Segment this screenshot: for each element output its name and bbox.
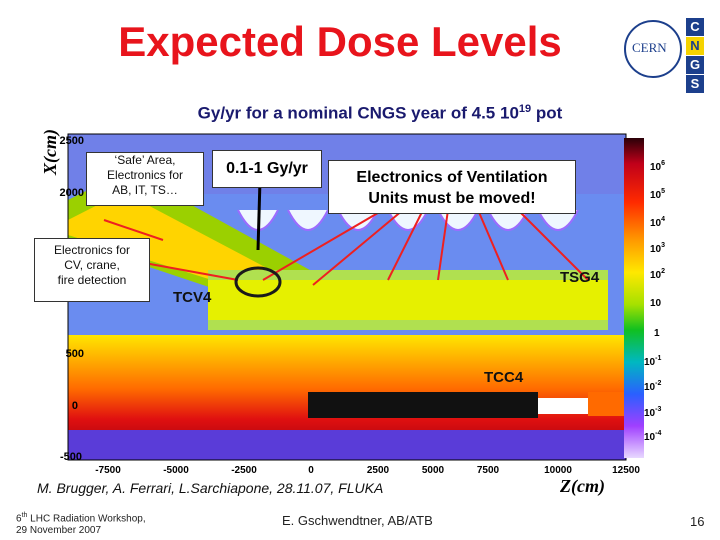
- callout-line: CV, crane,: [64, 258, 120, 272]
- colorbar-label: 10-3: [644, 406, 661, 419]
- callout-safe-area: ‘Safe’ Area, Electronics for AB, IT, TS…: [86, 152, 204, 206]
- workshop-name: LHC Radiation Workshop,: [27, 513, 146, 525]
- callout-line: Electronics for: [53, 243, 131, 257]
- workshop-line-2: 29 November 2007: [16, 525, 102, 537]
- callout-line: Units must be moved!: [368, 190, 536, 207]
- logo-letter-s: S: [686, 75, 704, 93]
- x-tick: -5000: [163, 465, 189, 476]
- y-tick: 0: [72, 400, 78, 412]
- colorbar-label: 106: [650, 160, 665, 173]
- callout-line: ‘Safe’ Area,: [114, 153, 176, 167]
- x-tick: -7500: [95, 465, 121, 476]
- colorbar-label: 105: [650, 188, 665, 201]
- workshop-ordinal-suffix: th: [21, 512, 28, 519]
- y-tick: 2500: [60, 135, 84, 147]
- footer-workshop: 6th LHC Radiation Workshop, 29 November …: [16, 510, 146, 537]
- callout-dose-range: 0.1-1 Gy/yr: [212, 150, 322, 188]
- logo-letter-c: C: [686, 18, 704, 36]
- y-tick: -500: [60, 451, 82, 463]
- cngs-letters: C N G S: [686, 18, 706, 94]
- callout-line: Electronics of Ventilation: [356, 169, 548, 186]
- subtitle-tail: pot: [531, 103, 563, 123]
- logo-letter-g: G: [686, 56, 704, 74]
- x-tick: 12500: [612, 465, 640, 476]
- callout-ventilation: Electronics of Ventilation Units must be…: [328, 160, 576, 214]
- y-tick: 2000: [60, 187, 84, 199]
- colorbar: [624, 138, 644, 458]
- x-tick: 10000: [544, 465, 572, 476]
- footer-authors: M. Brugger, A. Ferrari, L.Sarchiapone, 2…: [37, 480, 384, 496]
- colorbar-label: 10-4: [644, 430, 661, 443]
- callout-line: Electronics for: [106, 168, 184, 182]
- slide-title: Expected Dose Levels: [118, 18, 562, 65]
- slide-subtitle: Gy/yr for a nominal CNGS year of 4.5 101…: [0, 103, 720, 124]
- colorbar-label: 10: [650, 298, 662, 309]
- x-tick: -2500: [231, 465, 257, 476]
- x-tick: 7500: [477, 465, 500, 476]
- colorbar-label: 1: [654, 328, 660, 339]
- logo-letter-n: N: [686, 37, 704, 55]
- y-axis-label: X(cm): [40, 130, 61, 176]
- callout-line: fire detection: [57, 273, 127, 287]
- colorbar-label: 103: [650, 242, 665, 255]
- subtitle-main: Gy/yr for a nominal CNGS year of 4.5 10: [197, 103, 519, 123]
- colorbar-label: 104: [650, 216, 665, 229]
- colorbar-label: 10-1: [644, 355, 661, 368]
- subtitle-exponent: 19: [518, 103, 532, 115]
- x-tick: 2500: [367, 465, 390, 476]
- page-number: 16: [690, 514, 705, 529]
- callout-electronics-cv: Electronics for CV, crane, fire detectio…: [34, 238, 150, 302]
- cern-logo-text: CERN: [632, 40, 667, 55]
- x-tick: 5000: [422, 465, 445, 476]
- workshop-ordinal: 6: [16, 513, 22, 525]
- footer-presenter: E. Gschwendtner, AB/ATB: [282, 513, 433, 528]
- x-tick: 0: [308, 465, 314, 476]
- workshop-line-1: 6th LHC Radiation Workshop,: [16, 510, 146, 525]
- label-tsg4: TSG4: [560, 269, 600, 286]
- colorbar-label: 102: [650, 268, 665, 281]
- callout-line: AB, IT, TS…: [112, 183, 178, 197]
- label-tcv4: TCV4: [173, 289, 212, 306]
- y-tick: 500: [66, 348, 84, 360]
- cngs-cern-logo: CERN C N G S: [622, 10, 704, 93]
- label-tcc4: TCC4: [484, 369, 524, 386]
- colorbar-label: 10-2: [644, 380, 661, 393]
- cern-logo-circle: [624, 20, 682, 78]
- x-axis-label: Z(cm): [559, 476, 605, 497]
